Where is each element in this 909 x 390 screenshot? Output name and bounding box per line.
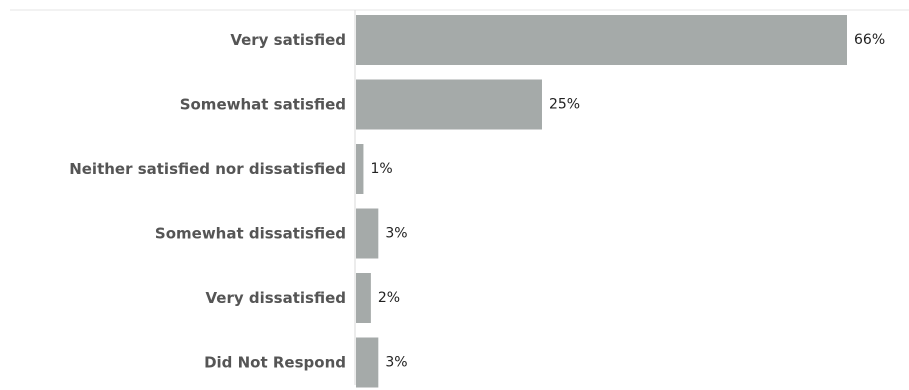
bar-5 <box>356 273 371 323</box>
value-label-4: 3% <box>385 226 407 242</box>
value-label-5: 2% <box>378 290 400 306</box>
category-label-6: Did Not Respond <box>204 354 346 372</box>
category-label-4: Somewhat dissatisfied <box>155 225 346 243</box>
bar-3 <box>356 144 364 194</box>
bar-4 <box>356 208 379 259</box>
value-label-6: 3% <box>385 355 407 371</box>
bar-6 <box>356 337 379 388</box>
category-label-5: Very dissatisfied <box>206 289 347 307</box>
category-label-3: Neither satisfied nor dissatisfied <box>69 160 346 178</box>
value-label-1: 66% <box>854 32 885 48</box>
bar-1 <box>356 15 847 65</box>
category-label-2: Somewhat satisfied <box>180 96 346 114</box>
category-label-1: Very satisfied <box>230 31 346 49</box>
value-label-2: 25% <box>549 97 580 113</box>
bar-2 <box>356 79 542 130</box>
bars-group: Very satisfied 66% Somewhat satisfied 25% Ne… <box>69 15 885 388</box>
value-label-3: 1% <box>370 161 392 177</box>
